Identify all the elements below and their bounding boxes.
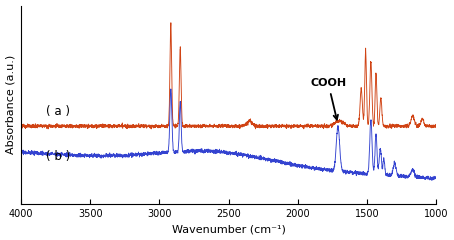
X-axis label: Wavenumber (cm⁻¹): Wavenumber (cm⁻¹) (172, 224, 286, 234)
Text: COOH: COOH (310, 78, 346, 120)
Y-axis label: Absorbance (a.u.): Absorbance (a.u.) (5, 55, 15, 154)
Text: ( a ): ( a ) (46, 105, 70, 118)
Text: ( b ): ( b ) (46, 150, 70, 163)
